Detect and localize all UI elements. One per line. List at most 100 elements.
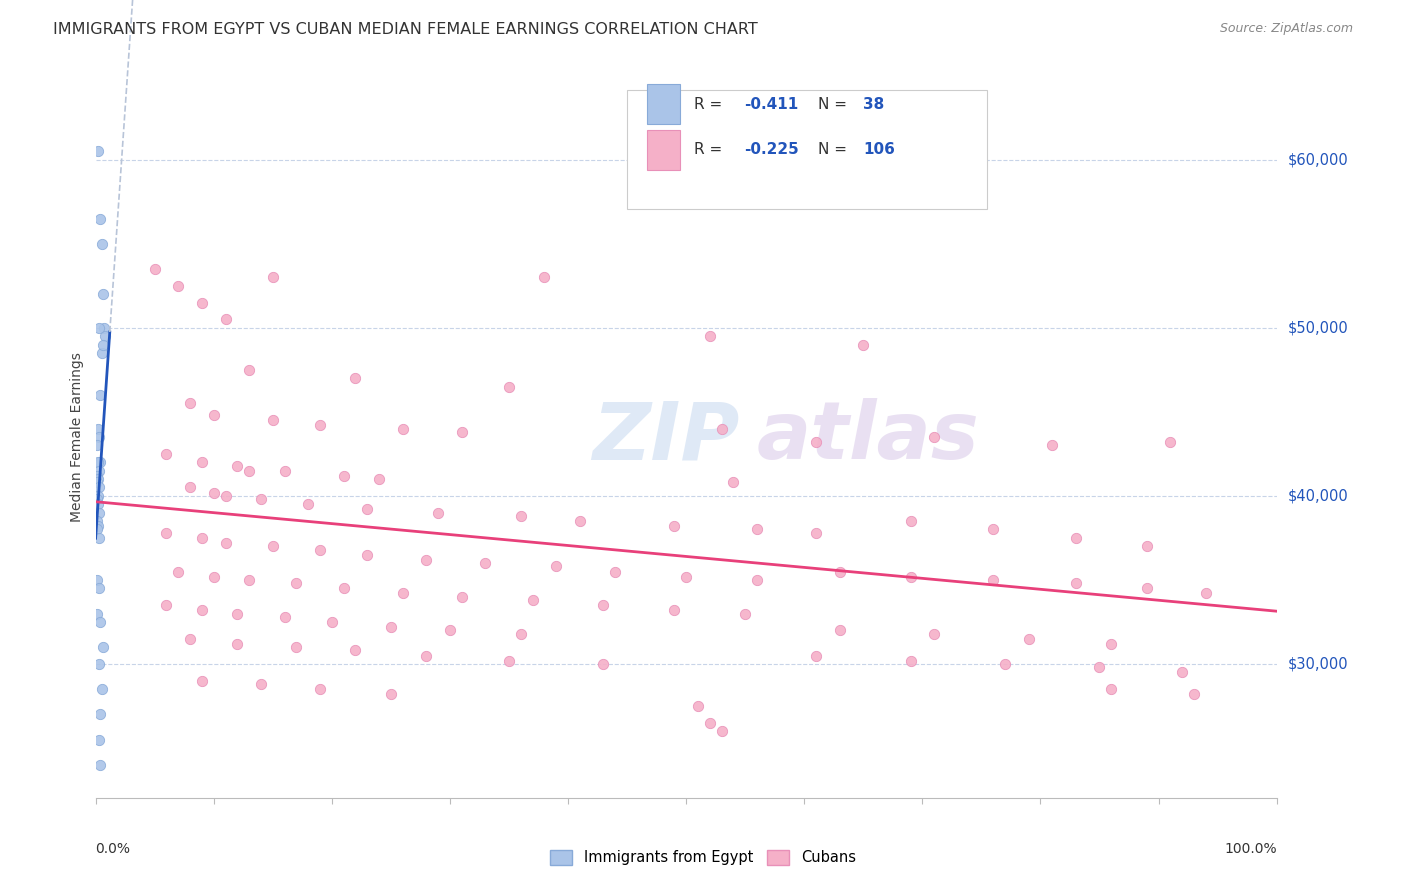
Point [380,687,402,701]
Point [439,624,461,638]
Point [900,654,922,668]
Point [900,514,922,528]
Point [285,640,308,654]
Text: 38: 38 [863,97,884,112]
Point [1088,660,1111,674]
FancyBboxPatch shape [647,130,681,169]
Point [238,573,260,587]
Point [981,523,1004,537]
Point [87,519,110,533]
Point [332,582,354,596]
Point [498,379,520,393]
Point [89,707,111,722]
Point [89,531,111,545]
Text: atlas: atlas [756,398,980,476]
Point [86,492,108,507]
Point [1018,632,1040,646]
Point [179,632,201,646]
Point [167,278,190,293]
Point [87,489,110,503]
Point [89,455,111,469]
Point [664,603,686,617]
Point [1159,435,1181,450]
Point [86,607,108,621]
Point [356,502,378,516]
Point [214,489,236,503]
Text: $60,000: $60,000 [1288,153,1348,168]
Text: N =: N = [818,97,852,112]
Point [828,565,851,579]
Point [745,573,768,587]
Text: $50,000: $50,000 [1288,320,1348,335]
Text: ZIP: ZIP [592,398,740,476]
Point [1136,539,1159,553]
Point [734,607,756,621]
Point [1064,531,1087,545]
Point [191,603,214,617]
Point [143,262,166,277]
Text: 0.0%: 0.0% [96,842,131,855]
Point [498,654,520,668]
Point [191,673,214,688]
Point [226,607,249,621]
Point [546,559,568,574]
Point [91,640,114,654]
Point [686,698,709,713]
Text: -0.411: -0.411 [744,97,799,112]
Point [89,211,111,226]
Text: 100.0%: 100.0% [1225,842,1277,855]
Point [900,569,922,583]
Point [723,475,745,490]
Point [87,455,110,469]
Text: R =: R = [695,97,727,112]
Point [226,458,249,473]
Text: 106: 106 [863,143,896,157]
Point [344,643,367,657]
Point [89,388,111,402]
Point [155,525,177,540]
Point [89,481,111,495]
Point [86,573,108,587]
Point [391,422,413,436]
Point [474,556,496,570]
Point [380,620,402,634]
Point [89,657,111,671]
Point [86,475,108,490]
Point [202,409,225,423]
Point [91,337,114,351]
Text: -0.225: -0.225 [744,143,799,157]
Point [344,371,367,385]
Point [922,430,945,444]
Point [93,321,115,335]
Point [1195,586,1218,600]
Point [804,648,827,663]
FancyBboxPatch shape [647,85,681,124]
Point [273,464,295,478]
Point [415,648,437,663]
Point [86,523,108,537]
Point [214,312,236,326]
Point [91,287,114,301]
Point [415,553,437,567]
Point [605,565,627,579]
Point [710,724,733,739]
Point [167,565,190,579]
Point [391,586,413,600]
Point [450,590,472,604]
Text: IMMIGRANTS FROM EGYPT VS CUBAN MEDIAN FEMALE EARNINGS CORRELATION CHART: IMMIGRANTS FROM EGYPT VS CUBAN MEDIAN FE… [53,22,758,37]
Point [321,615,343,629]
Legend: Immigrants from Egypt, Cubans: Immigrants from Egypt, Cubans [544,844,862,871]
Text: N =: N = [818,143,852,157]
Point [87,497,110,511]
Point [1064,576,1087,591]
Point [1136,582,1159,596]
Point [568,514,591,528]
Point [179,396,201,410]
Point [262,539,284,553]
Point [89,757,111,772]
Point [356,548,378,562]
Point [273,610,295,624]
Point [710,422,733,436]
Point [191,531,214,545]
Point [592,657,614,671]
